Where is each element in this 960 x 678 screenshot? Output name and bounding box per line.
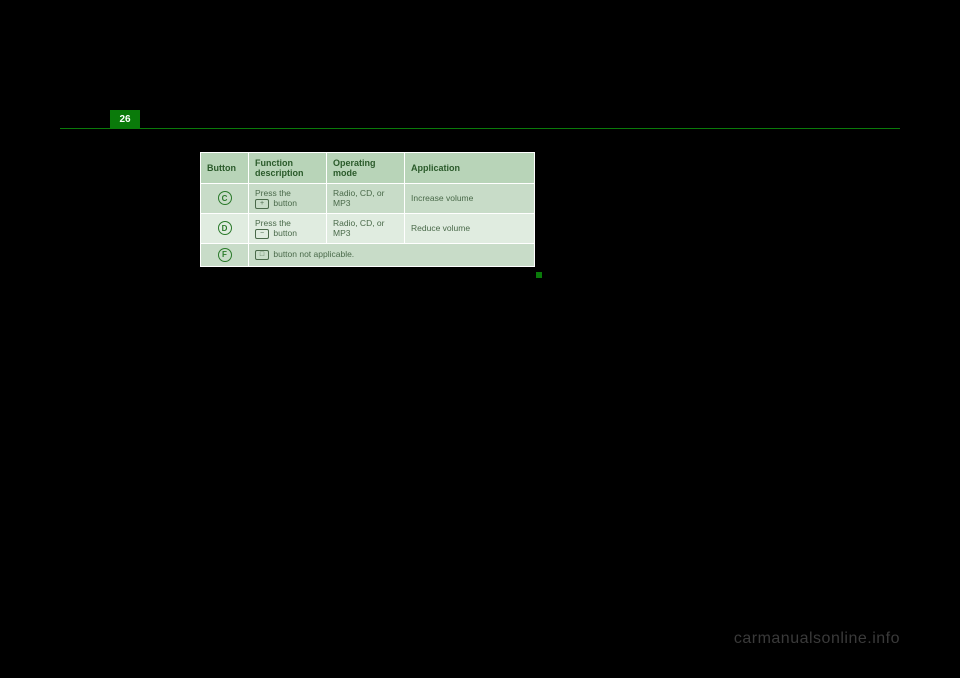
footer-text-cell: □ button not applicable. — [249, 243, 535, 266]
badge-d-icon: D — [218, 221, 232, 235]
function-table: Button Function description Operating mo… — [200, 152, 535, 267]
col-application: Application — [405, 153, 535, 184]
table-header-row: Button Function description Operating mo… — [201, 153, 535, 184]
volume-down-icon: − — [255, 229, 269, 239]
badge-f-icon: F — [218, 248, 232, 262]
mode-cell: Radio, CD, or MP3 — [327, 213, 405, 243]
func-suffix: button — [271, 228, 297, 238]
header-rule — [60, 128, 900, 129]
func-prefix: Press the — [255, 188, 291, 198]
volume-up-icon: + — [255, 199, 269, 209]
button-badge-cell: D — [201, 213, 249, 243]
button-badge-cell: F — [201, 243, 249, 266]
section-end-marker — [536, 272, 542, 278]
footer-text: button not applicable. — [271, 249, 354, 259]
table-row: D Press the − button Radio, CD, or MP3 R… — [201, 213, 535, 243]
watermark-text: carmanualsonline.info — [734, 630, 900, 648]
col-button: Button — [201, 153, 249, 184]
function-cell: Press the − button — [249, 213, 327, 243]
page-number-tab: 26 — [110, 110, 140, 128]
application-cell: Reduce volume — [405, 213, 535, 243]
table-footer-row: F □ button not applicable. — [201, 243, 535, 266]
func-suffix: button — [271, 198, 297, 208]
button-badge-cell: C — [201, 184, 249, 214]
na-button-icon: □ — [255, 250, 269, 260]
mode-cell: Radio, CD, or MP3 — [327, 184, 405, 214]
func-prefix: Press the — [255, 218, 291, 228]
col-function: Function description — [249, 153, 327, 184]
function-cell: Press the + button — [249, 184, 327, 214]
application-cell: Increase volume — [405, 184, 535, 214]
table-row: C Press the + button Radio, CD, or MP3 I… — [201, 184, 535, 214]
badge-c-icon: C — [218, 191, 232, 205]
col-mode: Operating mode — [327, 153, 405, 184]
